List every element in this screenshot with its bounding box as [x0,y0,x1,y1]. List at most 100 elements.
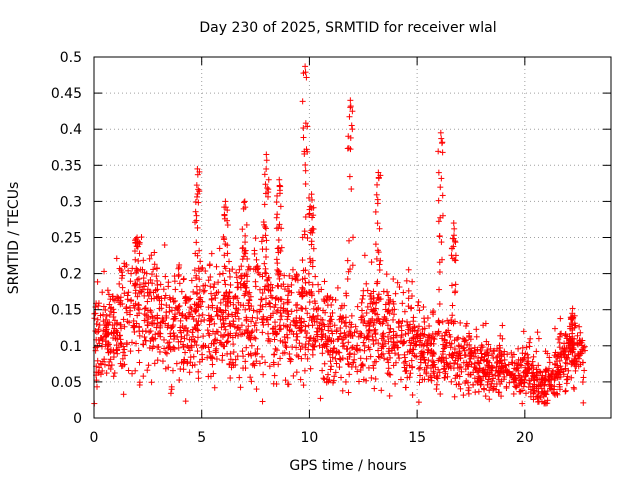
data-point [263,237,270,244]
data-point [132,287,139,294]
data-point [375,291,382,298]
data-point [240,253,247,260]
data-point [361,334,368,341]
data-point [390,316,397,323]
data-point [370,288,377,295]
data-point [146,329,153,336]
data-point [435,169,442,176]
data-point [216,339,223,346]
data-point [359,313,366,320]
data-point [248,342,255,349]
data-point [318,320,325,327]
data-point [324,347,331,354]
data-point [233,274,240,281]
data-point [285,299,292,306]
data-point [497,344,504,351]
data-point [293,352,300,359]
data-point [202,268,209,275]
data-point [500,364,507,371]
data-point [224,217,231,224]
data-point [395,324,402,331]
data-point [261,269,268,276]
data-point [440,341,447,348]
data-point [230,349,237,356]
data-point [372,330,379,337]
data-point [365,318,372,325]
data-point [140,280,147,287]
data-point [438,256,445,263]
data-point [569,326,576,333]
data-point [153,273,160,280]
data-point [161,345,168,352]
data-point [307,259,314,266]
data-point [250,266,257,273]
data-point [397,376,404,383]
data-point [167,333,174,340]
data-point [308,227,315,234]
data-point [284,283,291,290]
data-point [262,359,269,366]
data-point [483,369,490,376]
data-point [520,356,527,363]
data-point [170,345,177,352]
data-point [267,300,274,307]
data-point [575,350,582,357]
x-tick-label: 10 [301,430,319,446]
data-point [423,370,430,377]
data-point [93,321,100,328]
data-point [127,307,134,314]
data-point [240,281,247,288]
data-point [114,319,121,326]
data-point [436,286,443,293]
data-point [398,332,405,339]
y-tick-label: 0.1 [60,339,82,355]
data-point [301,228,308,235]
data-point [303,289,310,296]
data-point [449,312,456,319]
data-point [368,259,375,266]
data-point [241,198,248,205]
data-point [200,343,207,350]
data-point [207,283,214,290]
data-point [468,345,475,352]
data-point [180,341,187,348]
data-point [293,344,300,351]
data-point [255,265,262,272]
data-point [195,300,202,307]
data-point [569,359,576,366]
data-point [205,304,212,311]
data-point [213,308,220,315]
data-point [345,339,352,346]
data-point [479,367,486,374]
data-point [261,171,268,178]
data-point [471,344,478,351]
data-point [146,255,153,262]
data-point [458,368,465,375]
data-point [111,325,118,332]
data-point [187,295,194,302]
data-point [533,348,540,355]
data-point [233,269,240,276]
data-point [221,212,228,219]
data-point [438,135,445,142]
data-point [182,398,189,405]
data-point [424,336,431,343]
data-point [277,248,284,255]
data-point [480,357,487,364]
data-point [443,342,450,349]
data-point [452,375,459,382]
data-point [465,387,472,394]
data-point [328,337,335,344]
data-point [176,377,183,384]
data-point [239,226,246,233]
data-point [184,360,191,367]
data-point [484,358,491,365]
data-point [436,269,443,276]
data-points [91,63,588,407]
data-point [107,356,114,363]
data-point [265,176,272,183]
data-point [405,266,412,273]
data-point [518,377,525,384]
data-point [141,317,148,324]
data-point [380,350,387,357]
